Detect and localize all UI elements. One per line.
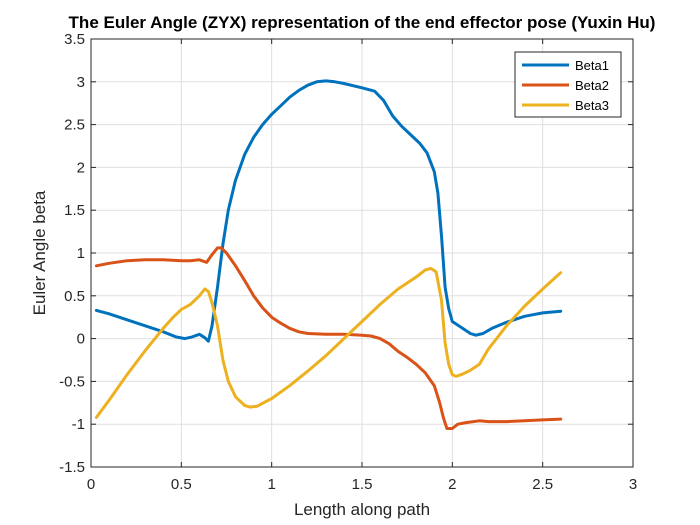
y-tick-label: -1.5 bbox=[59, 459, 85, 476]
y-tick-label: 1.5 bbox=[64, 202, 85, 219]
series-line-beta2 bbox=[94, 246, 563, 430]
x-tick-label: 1.5 bbox=[352, 476, 373, 493]
x-tick-label: 2.5 bbox=[532, 476, 553, 493]
x-tick-label: 3 bbox=[629, 476, 637, 493]
x-tick-label: 0.5 bbox=[171, 476, 192, 493]
y-tick-label: -1 bbox=[72, 416, 85, 433]
x-tick-label: 1 bbox=[267, 476, 275, 493]
y-tick-label: 0 bbox=[77, 331, 85, 348]
series-line-beta1 bbox=[94, 79, 563, 343]
series-lines bbox=[94, 79, 563, 430]
y-tick-label: 3.5 bbox=[64, 31, 85, 48]
y-tick-label: 1 bbox=[77, 245, 85, 262]
x-tick-label: 2 bbox=[448, 476, 456, 493]
chart-title: The Euler Angle (ZYX) representation of … bbox=[69, 13, 656, 32]
legend-label-beta3: Beta3 bbox=[575, 98, 609, 113]
y-tick-label: 3 bbox=[77, 74, 85, 91]
y-tick-label: 0.5 bbox=[64, 288, 85, 305]
y-tick-label: 2.5 bbox=[64, 117, 85, 134]
legend-label-beta1: Beta1 bbox=[575, 58, 609, 73]
legend-label-beta2: Beta2 bbox=[575, 78, 609, 93]
legend: Beta1 Beta2 Beta3 bbox=[514, 51, 622, 118]
x-tick-label: 0 bbox=[87, 476, 95, 493]
axis-ticks: 0 0.5 1 1.5 2 2.5 3 -1.5 -1 -0.5 0 0.5 1 1.5 2 2.5 3 3.5 bbox=[59, 31, 637, 493]
series-line-beta3 bbox=[94, 266, 563, 419]
y-axis-label: Euler Angle beta bbox=[30, 190, 49, 315]
y-tick-label: 2 bbox=[77, 159, 85, 176]
y-tick-label: -0.5 bbox=[59, 373, 85, 390]
x-axis-label: Length along path bbox=[294, 500, 430, 519]
